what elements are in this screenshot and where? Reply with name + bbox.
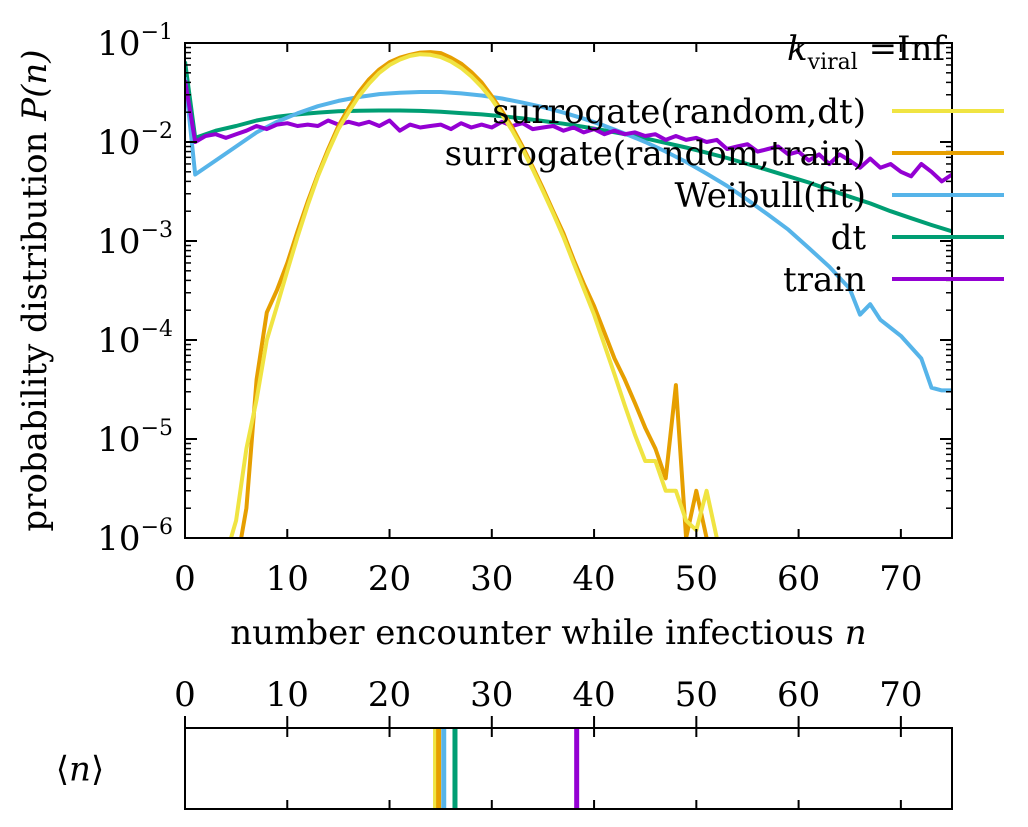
y-axis-label-variable: P(n) <box>15 49 55 121</box>
mean-x-tick-label: 70 <box>879 675 922 715</box>
y-tick-label: 10−4 <box>97 317 173 361</box>
main-plot: 0 10 20 30 40 50 60 70 10−110−210−310−410−510−6… <box>15 20 1004 653</box>
legend-label-surrogate-random-dt: surrogate(random,dt) <box>492 92 866 132</box>
y-tick-base: 10 <box>97 123 140 163</box>
mean-plot: 0 10 20 30 40 50 60 70 ⟨n⟩ <box>56 675 953 810</box>
k-viral-value: =Inf <box>858 29 948 69</box>
y-tick-base: 10 <box>97 222 140 262</box>
legend-label-train: train <box>783 260 866 300</box>
main-plot-frame <box>184 42 953 539</box>
y-axis-label-text: probability distribution <box>15 121 55 532</box>
x-tick-label: 10 <box>266 559 309 599</box>
y-tick-label: 10−1 <box>97 20 173 64</box>
mean-label-open: ⟨ <box>56 750 69 790</box>
legend: surrogate(random,dt)surrogate(random,tra… <box>445 92 1004 300</box>
series-line-weibull-fit <box>185 77 952 393</box>
main-x-ticks: 0 10 20 30 40 50 60 70 <box>174 43 922 599</box>
x-tick-label: 70 <box>879 559 922 599</box>
x-axis-label-variable: n <box>845 613 867 653</box>
y-tick-label: 10−5 <box>97 416 173 460</box>
y-tick-base: 10 <box>97 321 140 361</box>
series-line-dt <box>185 61 952 234</box>
y-tick-base: 10 <box>97 420 140 460</box>
legend-label-dt: dt <box>831 218 867 258</box>
y-tick-exponent: −2 <box>141 119 173 144</box>
y-tick-label: 10−2 <box>97 119 173 163</box>
series-line-surrogate-random-dt <box>229 52 719 538</box>
mean-lines-group <box>433 728 580 809</box>
mean-x-ticks: 0 10 20 30 40 50 60 70 <box>174 675 922 809</box>
mean-x-tick-label: 50 <box>675 675 718 715</box>
legend-label-weibull-fit: Weibull(fit) <box>675 176 866 216</box>
mean-x-tick-label: 10 <box>266 675 309 715</box>
mean-label-variable: n <box>69 750 91 790</box>
x-tick-label: 20 <box>368 559 411 599</box>
y-tick-exponent: −1 <box>141 20 173 45</box>
mean-plot-frame <box>184 727 953 810</box>
y-tick-exponent: −4 <box>141 317 173 342</box>
mean-x-tick-label: 40 <box>572 675 615 715</box>
legend-label-surrogate-random-train: surrogate(random,train) <box>445 134 866 174</box>
x-tick-label: 50 <box>675 559 718 599</box>
x-tick-label: 0 <box>174 559 196 599</box>
mean-y-axis-label: ⟨n⟩ <box>56 750 104 790</box>
mean-x-tick-label: 30 <box>470 675 513 715</box>
y-tick-label: 10−3 <box>97 218 173 262</box>
series-line-train <box>185 79 952 184</box>
mean-x-tick-label: 20 <box>368 675 411 715</box>
main-series-group <box>185 50 952 538</box>
y-tick-label: 10−6 <box>97 515 173 559</box>
x-tick-label: 60 <box>777 559 820 599</box>
k-viral-annotation: kviral =Inf <box>787 29 947 75</box>
mean-x-tick-label: 60 <box>777 675 820 715</box>
k-viral-symbol: k <box>787 29 808 69</box>
mean-label-close: ⟩ <box>91 750 104 790</box>
k-viral-subscript: viral <box>807 50 858 75</box>
mean-x-tick-label: 0 <box>174 675 196 715</box>
y-tick-base: 10 <box>97 519 140 559</box>
y-tick-exponent: −5 <box>141 416 173 441</box>
y-axis-label: probability distribution P(n) <box>15 49 55 531</box>
x-axis-label: number encounter while infectious n <box>230 613 866 653</box>
main-y-ticks: 10−110−210−310−410−510−6 <box>97 20 952 559</box>
x-tick-label: 40 <box>572 559 615 599</box>
y-tick-exponent: −6 <box>141 515 173 540</box>
y-tick-base: 10 <box>97 24 140 64</box>
x-tick-label: 30 <box>470 559 513 599</box>
x-axis-label-text: number encounter while infectious <box>230 613 845 653</box>
y-tick-exponent: −3 <box>141 218 173 243</box>
